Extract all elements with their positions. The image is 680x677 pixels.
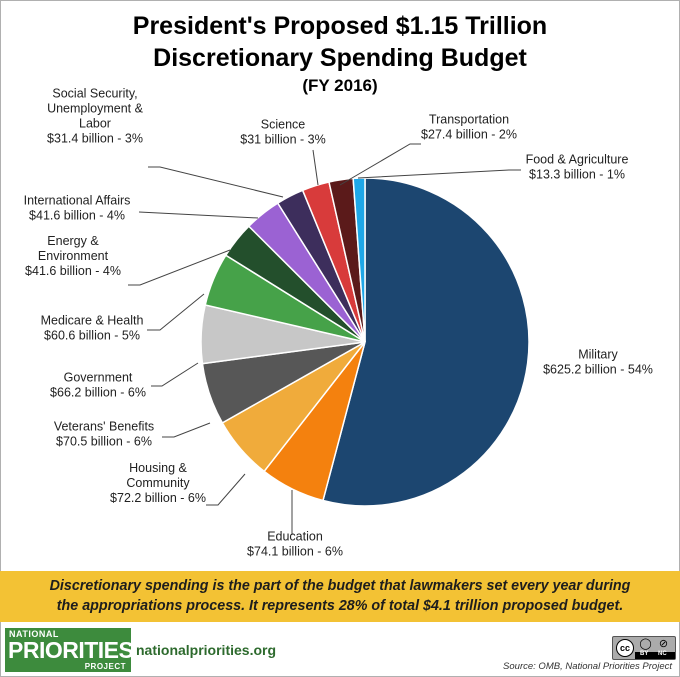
slice-label-military: Military $625.2 billion - 54%: [543, 348, 653, 377]
creative-commons-badge[interactable]: cc ◯ ⊘ BY NC: [612, 636, 676, 660]
pie-slice-military: [322, 177, 530, 507]
cc-nc-text: NC: [658, 651, 667, 657]
slice-label-line: Environment: [38, 249, 109, 263]
banner-line-1: Discretionary spending is the part of th…: [49, 578, 631, 594]
leader-line-social: [148, 166, 284, 198]
slice-label-line: $27.4 billion - 2%: [421, 128, 517, 142]
site-link[interactable]: nationalpriorities.org: [136, 642, 277, 658]
leader-line-science: [312, 149, 319, 186]
chart-title: President's Proposed $1.15 Trillion: [132, 12, 548, 40]
slice-label-line: International Affairs: [24, 194, 131, 208]
slice-label-food: Food & Agriculture $13.3 billion - 1%: [526, 153, 629, 182]
slice-label-line: Food & Agriculture: [526, 153, 629, 167]
leader-line-international: [138, 211, 259, 219]
slice-label-energy: Energy & Environment $41.6 billion - 4%: [25, 234, 121, 278]
slice-label-education: Education $74.1 billion - 6%: [247, 530, 343, 559]
slice-label-line: Education: [267, 530, 323, 544]
slice-label-line: $41.6 billion - 4%: [25, 264, 121, 278]
pie-chart: Military $625.2 billion - 54% Education $74…: [24, 87, 653, 559]
chart-subtitle: (FY 2016): [302, 76, 378, 95]
noncommercial-icon: ⊘: [658, 638, 669, 650]
info-banner: Discretionary spending is the part of th…: [0, 571, 680, 622]
chart-title-line2: Discretionary Spending Budget: [153, 44, 527, 72]
slice-label-line: $72.2 billion - 6%: [110, 491, 206, 505]
leader-line-housing: [206, 473, 246, 506]
slice-label-government: Government $66.2 billion - 6%: [50, 371, 146, 400]
leader-line-transportation: [339, 143, 421, 186]
slice-label-line: Medicare & Health: [41, 314, 144, 328]
slice-label-line: $66.2 billion - 6%: [50, 386, 146, 400]
logo-top-text: NATIONAL: [9, 629, 59, 639]
source-note: Source: OMB, National Priorities Project: [503, 661, 672, 672]
slice-label-line: Veterans' Benefits: [54, 420, 154, 434]
slice-label-line: $625.2 billion - 54%: [543, 363, 653, 377]
slice-label-veterans: Veterans' Benefits $70.5 billion - 6%: [54, 420, 154, 449]
slice-label-line: Community: [126, 476, 190, 490]
slice-label-line: Housing &: [129, 461, 187, 475]
slice-label-international: International Affairs $41.6 billion - 4%: [24, 194, 131, 223]
slice-label-line: Military: [578, 348, 618, 362]
banner-line-2: the appropriations process. It represent…: [56, 598, 624, 614]
npp-logo[interactable]: NATIONAL PRIORITIES PROJECT: [5, 628, 134, 672]
logo-bottom-text: PROJECT: [84, 662, 126, 671]
slice-label-line: Government: [64, 371, 133, 385]
leader-line-medicare: [147, 293, 205, 331]
attribution-icon: ◯: [639, 638, 652, 650]
slice-label-line: Energy &: [47, 234, 99, 248]
slice-label-line: Transportation: [429, 113, 509, 127]
cc-icon: cc: [616, 639, 634, 657]
slice-label-science: Science $31 billion - 3%: [240, 118, 325, 147]
slice-label-line: $31 billion - 3%: [240, 133, 325, 147]
slice-label-line: $70.5 billion - 6%: [56, 435, 152, 449]
slice-label-social: Social Security, Unemployment & Labor $31.4…: [47, 87, 144, 146]
cc-by-text: BY: [640, 651, 649, 657]
leader-line-government: [151, 362, 199, 387]
leader-line-food: [357, 169, 521, 179]
slice-label-line: Labor: [79, 117, 111, 131]
cc-bar: [635, 652, 675, 659]
slice-label-line: $60.6 billion - 5%: [44, 329, 140, 343]
slice-label-line: $31.4 billion - 3%: [47, 132, 143, 146]
slice-label-medicare: Medicare & Health $60.6 billion - 5%: [41, 314, 144, 343]
slice-label-housing: Housing & Community $72.2 billion - 6%: [110, 461, 206, 505]
leader-line-veterans: [162, 422, 211, 438]
slice-label-transportation: Transportation $27.4 billion - 2%: [421, 113, 517, 142]
leader-line-energy: [128, 249, 231, 286]
slice-label-line: Social Security,: [52, 87, 137, 101]
slice-label-line: $74.1 billion - 6%: [247, 545, 343, 559]
slice-label-line: Unemployment &: [47, 102, 144, 116]
slice-label-line: $13.3 billion - 1%: [529, 168, 625, 182]
slice-label-line: $41.6 billion - 4%: [29, 209, 125, 223]
logo-main-text: PRIORITIES: [8, 637, 134, 663]
slice-label-line: Science: [261, 118, 306, 132]
